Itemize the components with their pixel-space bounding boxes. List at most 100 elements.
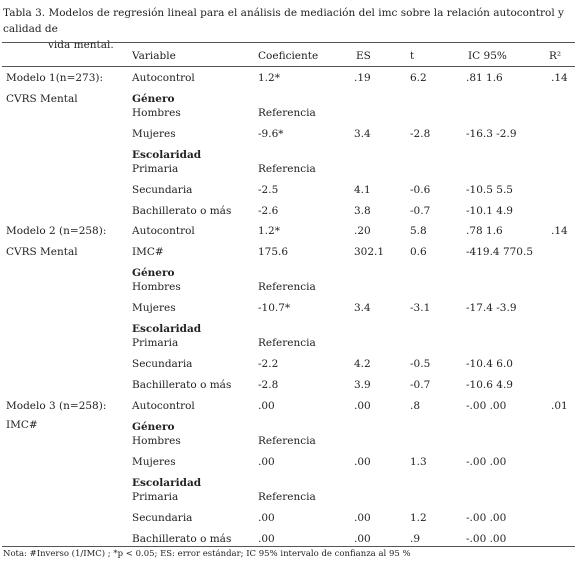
row-coeficiente: .00 — [258, 533, 275, 545]
row-variable: Secundaria — [132, 358, 193, 370]
row-coeficiente: Referencia — [258, 435, 316, 447]
row-ic95: .81 1.6 — [466, 72, 503, 84]
row-variable: Autocontrol — [132, 400, 195, 412]
group-heading: Género — [132, 93, 175, 105]
row-variable: Bachillerato o más — [132, 205, 232, 217]
group-heading: Género — [132, 421, 175, 433]
row-ic95: -.00 .00 — [466, 512, 507, 524]
row-variable: Primaria — [132, 491, 179, 503]
row-t: 1.3 — [410, 456, 427, 468]
row-t: -2.8 — [410, 128, 431, 140]
row-t: .9 — [410, 533, 421, 545]
row-coeficiente: -10.7* — [258, 302, 291, 314]
model-dependent-variable: CVRS Mental — [6, 93, 78, 105]
row-coeficiente: Referencia — [258, 337, 316, 349]
table-caption: Tabla 3. Modelos de regresión lineal par… — [3, 5, 575, 53]
row-coeficiente: -2.6 — [258, 205, 279, 217]
top-rule — [2, 42, 575, 43]
header-ic: IC 95% — [468, 50, 507, 62]
row-coeficiente: 175.6 — [258, 246, 289, 258]
row-coeficiente: .00 — [258, 512, 275, 524]
row-t: -0.5 — [410, 358, 431, 370]
row-es: 302.1 — [354, 246, 385, 258]
model-dependent-variable: CVRS Mental — [6, 246, 78, 258]
header-rule — [2, 66, 575, 67]
row-variable: Autocontrol — [132, 225, 195, 237]
row-es: 3.9 — [354, 379, 371, 391]
row-variable: Bachillerato o más — [132, 533, 232, 545]
row-variable: Hombres — [132, 107, 181, 119]
group-heading: Escolaridad — [132, 323, 202, 335]
model-r2: .14 — [551, 72, 568, 84]
row-ic95: -.00 .00 — [466, 400, 507, 412]
caption-line-1: Tabla 3. Modelos de regresión lineal par… — [3, 7, 564, 35]
row-t: 6.2 — [410, 72, 427, 84]
header-coeficiente: Coeficiente — [258, 50, 319, 62]
row-variable: Primaria — [132, 337, 179, 349]
row-variable: Autocontrol — [132, 72, 195, 84]
table-note: Nota: #Inverso (1/IMC) ; *p < 0.05; ES: … — [3, 549, 411, 559]
model-label: Modelo 3 (n=258): — [6, 400, 107, 412]
row-coeficiente: -9.6* — [258, 128, 284, 140]
row-t: .8 — [410, 400, 421, 412]
header-r2: R² — [549, 50, 562, 62]
row-coeficiente: Referencia — [258, 107, 316, 119]
row-variable: Secundaria — [132, 512, 193, 524]
group-heading: Escolaridad — [132, 477, 202, 489]
row-variable: Mujeres — [132, 456, 176, 468]
row-coeficiente: -2.8 — [258, 379, 279, 391]
row-t: 1.2 — [410, 512, 427, 524]
row-es: .00 — [354, 533, 371, 545]
model-r2: .14 — [551, 225, 568, 237]
row-ic95: -.00 .00 — [466, 533, 507, 545]
row-coeficiente: 1.2* — [258, 72, 280, 84]
row-variable: Mujeres — [132, 302, 176, 314]
row-ic95: -10.1 4.9 — [466, 205, 513, 217]
header-t: t — [410, 50, 415, 62]
row-ic95: -16.3 -2.9 — [466, 128, 517, 140]
row-coeficiente: .00 — [258, 400, 275, 412]
row-es: .20 — [354, 225, 371, 237]
row-ic95: -.00 .00 — [466, 456, 507, 468]
row-coeficiente: Referencia — [258, 163, 316, 175]
row-ic95: .78 1.6 — [466, 225, 503, 237]
row-es: 3.4 — [354, 128, 371, 140]
row-ic95: -419.4 770.5 — [466, 246, 534, 258]
row-coeficiente: 1.2* — [258, 225, 280, 237]
row-es: .00 — [354, 456, 371, 468]
row-coeficiente: -2.2 — [258, 358, 279, 370]
row-coeficiente: -2.5 — [258, 184, 279, 196]
header-variable: Variable — [132, 50, 176, 62]
row-t: -0.7 — [410, 379, 431, 391]
model-label: Modelo 1(n=273): — [6, 72, 104, 84]
row-ic95: -10.6 4.9 — [466, 379, 513, 391]
row-variable: Hombres — [132, 435, 181, 447]
row-t: -0.6 — [410, 184, 431, 196]
row-t: 5.8 — [410, 225, 427, 237]
row-coeficiente: Referencia — [258, 281, 316, 293]
row-variable: IMC# — [132, 246, 164, 258]
row-variable: Secundaria — [132, 184, 193, 196]
row-es: 3.4 — [354, 302, 371, 314]
row-ic95: -10.5 5.5 — [466, 184, 513, 196]
row-ic95: -10.4 6.0 — [466, 358, 513, 370]
row-coeficiente: .00 — [258, 456, 275, 468]
row-es: 4.1 — [354, 184, 371, 196]
row-variable: Mujeres — [132, 128, 176, 140]
header-es: ES — [356, 50, 371, 62]
row-es: .00 — [354, 400, 371, 412]
row-coeficiente: Referencia — [258, 491, 316, 503]
row-variable: Hombres — [132, 281, 181, 293]
model-r2: .01 — [551, 400, 568, 412]
row-es: 3.8 — [354, 205, 371, 217]
group-heading: Escolaridad — [132, 149, 202, 161]
group-heading: Género — [132, 267, 175, 279]
row-es: .19 — [354, 72, 371, 84]
bottom-rule — [2, 546, 575, 547]
row-es: 4.2 — [354, 358, 371, 370]
row-t: -0.7 — [410, 205, 431, 217]
row-es: .00 — [354, 512, 371, 524]
row-variable: Primaria — [132, 163, 179, 175]
row-variable: Bachillerato o más — [132, 379, 232, 391]
